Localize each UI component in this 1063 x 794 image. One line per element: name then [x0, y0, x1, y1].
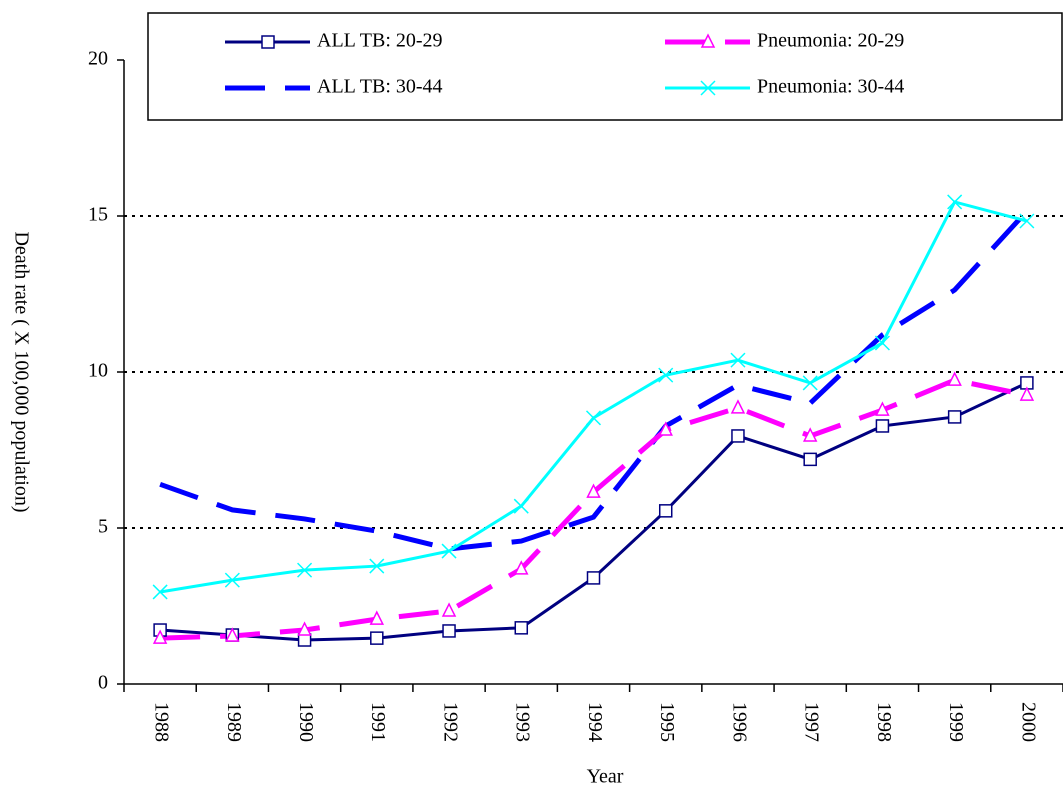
x-tick-label: 1996 [728, 702, 750, 742]
series-line [159, 209, 1029, 552]
marker [513, 498, 529, 514]
x-tick-label: 1999 [945, 702, 967, 742]
legend-label: Pneumonia: 20-29 [757, 30, 904, 52]
marker [586, 571, 601, 585]
marker [441, 543, 457, 559]
marker [947, 410, 962, 424]
marker [658, 421, 673, 436]
marker [586, 483, 601, 498]
marker [730, 352, 746, 368]
marker [731, 429, 745, 443]
series-line [160, 381, 1028, 642]
x-tick-label: 1988 [151, 702, 173, 742]
marker [261, 35, 275, 49]
marker [875, 401, 890, 416]
marker [658, 504, 673, 518]
marker [297, 621, 312, 636]
x-tick-label: 1991 [367, 702, 389, 742]
y-tick-label: 0 [98, 672, 108, 694]
marker [700, 80, 716, 96]
x-tick-label: 1990 [295, 702, 317, 742]
marker [370, 631, 384, 645]
marker [152, 584, 168, 600]
marker [802, 375, 818, 391]
x-tick-label: 1992 [439, 702, 461, 742]
x-axis-label: Year [587, 766, 624, 788]
legend-label: ALL TB: 20-29 [317, 30, 443, 52]
x-tick-label: 1998 [873, 702, 895, 742]
y-axis-label: Death rate ( X 100,000 population) [10, 231, 32, 512]
y-tick-label: 5 [98, 516, 108, 538]
y-tick-label: 20 [88, 48, 108, 70]
marker [875, 419, 890, 433]
marker [297, 562, 313, 578]
legend-label: Pneumonia: 30-44 [757, 76, 904, 98]
marker [947, 194, 963, 210]
x-tick-label: 1989 [223, 702, 245, 742]
marker [874, 335, 890, 351]
marker [730, 399, 746, 414]
legend-box [147, 12, 1063, 121]
marker [369, 558, 385, 574]
series-line [159, 200, 1028, 594]
marker [1019, 213, 1035, 229]
legend-label: ALL TB: 30-44 [317, 76, 443, 98]
x-tick-label: 1993 [512, 702, 534, 742]
marker [514, 621, 529, 635]
y-tick-label: 10 [88, 360, 108, 382]
x-tick-label: 1994 [584, 702, 606, 742]
marker [947, 371, 962, 386]
marker [297, 633, 312, 647]
marker [1019, 386, 1035, 401]
marker [369, 610, 385, 625]
marker [152, 629, 168, 644]
x-tick-label: 2000 [1017, 702, 1039, 742]
x-tick-label: 1997 [801, 702, 823, 742]
marker [658, 367, 674, 383]
y-tick-label: 15 [88, 204, 108, 226]
marker [700, 33, 716, 48]
marker [514, 560, 529, 575]
marker [585, 410, 602, 426]
marker [442, 624, 456, 638]
x-tick-label: 1995 [656, 702, 678, 742]
marker [225, 627, 240, 642]
marker [224, 572, 240, 588]
marker [803, 452, 817, 467]
marker [441, 602, 457, 617]
marker [802, 427, 818, 442]
